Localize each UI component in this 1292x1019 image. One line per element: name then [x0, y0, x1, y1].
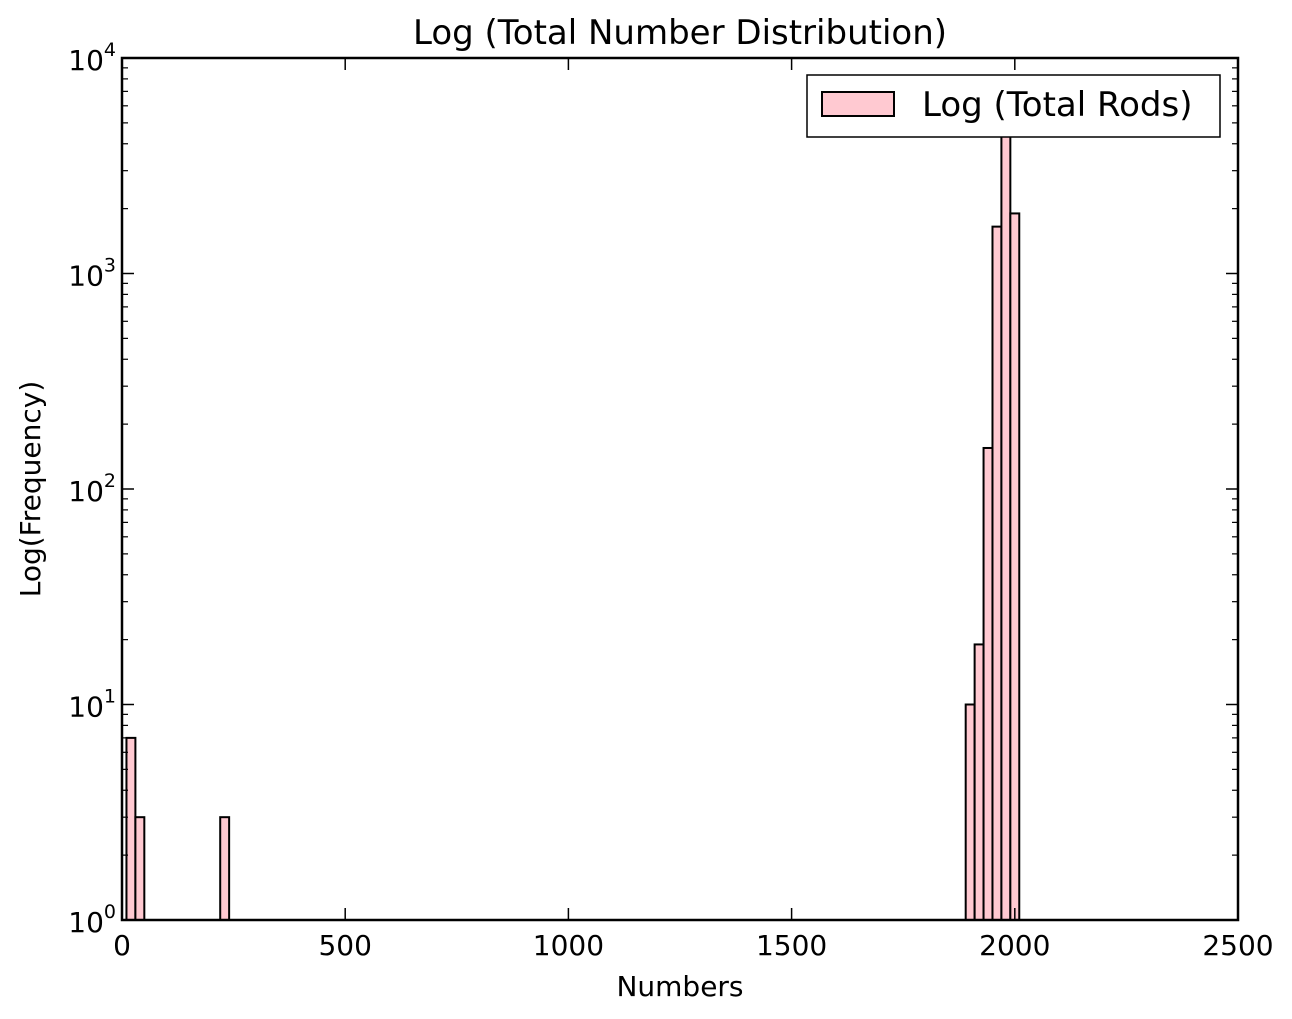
histogram-bar: [973, 643, 985, 921]
y-tick-label: 101: [68, 686, 116, 724]
x-tick-label: 500: [318, 929, 371, 962]
y-axis-ticks: 100 101 102 103 104: [68, 39, 1238, 939]
histogram-bar: [991, 225, 1003, 922]
histogram-bar: [219, 816, 231, 921]
chart-title: Log (Total Number Distribution): [413, 13, 947, 53]
histogram-bar: [1000, 101, 1012, 922]
histogram-bar: [982, 446, 994, 921]
legend-label: Log (Total Rods): [922, 85, 1192, 125]
legend: Log (Total Rods): [806, 74, 1221, 138]
histogram-bar: [1009, 212, 1021, 922]
x-tick-label: 2000: [979, 929, 1050, 962]
y-tick-label: 104: [68, 39, 116, 77]
x-tick-label: 2500: [1202, 929, 1273, 962]
x-tick-label: 1000: [533, 929, 604, 962]
bars-group: [125, 101, 1021, 922]
legend-swatch: [821, 91, 895, 117]
histogram-bar: [134, 816, 146, 921]
y-tick-label: 103: [68, 255, 116, 293]
histogram-bar: [125, 736, 137, 921]
x-tick-label: 1500: [756, 929, 827, 962]
y-axis-label: Log(Frequency): [14, 381, 47, 598]
histogram-bar: [964, 703, 976, 921]
y-tick-label: 100: [68, 901, 116, 939]
x-axis-ticks: 0 500 1000 1500 2000 2500: [113, 58, 1274, 962]
x-axis-label: Numbers: [616, 970, 743, 1003]
plot-frame: [120, 56, 1240, 922]
y-tick-label: 102: [68, 470, 116, 508]
x-tick-label: 0: [113, 929, 131, 962]
